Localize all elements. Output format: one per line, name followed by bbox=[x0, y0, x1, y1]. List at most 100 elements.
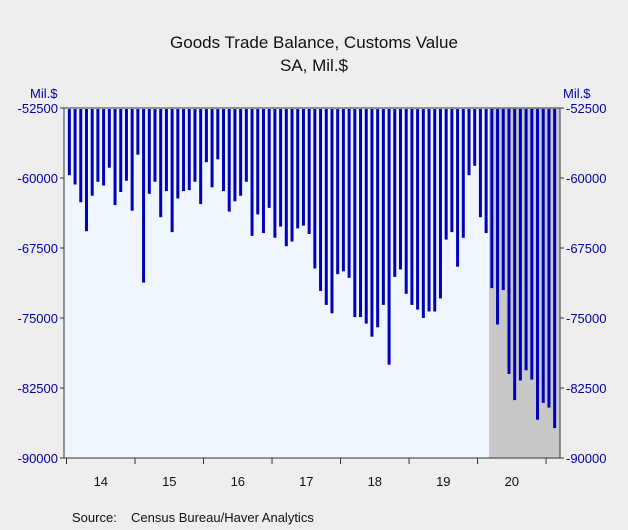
y-unit-left: Mil.$ bbox=[30, 86, 58, 101]
bar bbox=[336, 109, 340, 275]
bar bbox=[484, 109, 488, 234]
bar bbox=[147, 109, 151, 194]
bar bbox=[518, 109, 522, 381]
plot-area bbox=[63, 107, 561, 459]
x-axis: 14 15 16 17 18 19 20 bbox=[66, 458, 547, 489]
bar bbox=[279, 109, 283, 227]
bar bbox=[501, 109, 505, 290]
bar bbox=[433, 109, 437, 312]
bar bbox=[233, 109, 237, 202]
y-tick-label-left: -52500 bbox=[18, 101, 58, 116]
bar bbox=[330, 109, 334, 314]
x-tick-label: 17 bbox=[299, 474, 313, 489]
bar bbox=[416, 109, 420, 310]
chart-title: Goods Trade Balance, Customs Value bbox=[170, 33, 458, 52]
bar bbox=[370, 109, 374, 337]
bar bbox=[507, 109, 511, 374]
bar bbox=[478, 109, 482, 218]
y-tick-label-left: -60000 bbox=[18, 171, 58, 186]
bar bbox=[324, 109, 328, 305]
bar bbox=[473, 109, 477, 166]
bar bbox=[513, 109, 517, 401]
bar bbox=[222, 109, 226, 192]
bar bbox=[541, 109, 545, 403]
bar bbox=[244, 109, 248, 182]
bar bbox=[290, 109, 294, 242]
bar bbox=[73, 109, 77, 185]
x-tick-label: 15 bbox=[162, 474, 176, 489]
bar bbox=[490, 109, 494, 289]
bar bbox=[256, 109, 260, 215]
bar bbox=[284, 109, 288, 247]
x-tick-label: 19 bbox=[436, 474, 450, 489]
bar bbox=[193, 109, 197, 182]
y-unit-right: Mil.$ bbox=[563, 86, 591, 101]
y-tick-label-left: -82500 bbox=[18, 381, 58, 396]
bar bbox=[547, 109, 551, 408]
bar bbox=[210, 109, 214, 188]
bar bbox=[301, 109, 305, 226]
bar bbox=[364, 109, 368, 324]
y-tick-label-right: -75000 bbox=[566, 311, 606, 326]
bar bbox=[393, 109, 397, 277]
bar bbox=[187, 109, 191, 191]
bar bbox=[102, 109, 106, 186]
y-tick-label-left: -90000 bbox=[18, 451, 58, 466]
bar bbox=[359, 109, 363, 318]
bar bbox=[239, 109, 243, 196]
bar bbox=[159, 109, 163, 218]
bar bbox=[107, 109, 111, 168]
bar bbox=[319, 109, 323, 291]
bar bbox=[136, 109, 140, 155]
bar bbox=[444, 109, 448, 240]
bar bbox=[467, 109, 471, 176]
y-tick-label-left: -75000 bbox=[18, 311, 58, 326]
bar bbox=[387, 109, 391, 365]
bar bbox=[96, 109, 100, 182]
bar bbox=[261, 109, 265, 234]
bar bbox=[176, 109, 180, 199]
bar bbox=[313, 109, 317, 269]
bar bbox=[404, 109, 408, 294]
bar bbox=[456, 109, 460, 267]
bar bbox=[296, 109, 300, 229]
bar bbox=[164, 109, 168, 192]
bar bbox=[398, 109, 402, 270]
y-axis: -52500 -52500 -60000 -60000 -67500 -67500 -750… bbox=[18, 101, 607, 466]
bar bbox=[113, 109, 117, 206]
bar bbox=[142, 109, 146, 283]
bar bbox=[182, 109, 186, 192]
source-label: Source: bbox=[72, 510, 117, 525]
x-tick-label: 16 bbox=[231, 474, 245, 489]
bar bbox=[461, 109, 465, 238]
source-text: Census Bureau/Haver Analytics bbox=[131, 510, 314, 525]
bar bbox=[130, 109, 134, 211]
bar bbox=[170, 109, 174, 233]
bar bbox=[553, 109, 557, 429]
bar bbox=[90, 109, 94, 196]
bar bbox=[438, 109, 442, 299]
bar bbox=[153, 109, 157, 182]
bar bbox=[410, 109, 414, 305]
y-tick-label-left: -67500 bbox=[18, 241, 58, 256]
bar bbox=[67, 109, 71, 176]
bar bbox=[450, 109, 454, 233]
bar bbox=[524, 109, 528, 371]
x-tick-label: 18 bbox=[368, 474, 382, 489]
bar bbox=[353, 109, 357, 318]
bar bbox=[227, 109, 231, 212]
bar bbox=[204, 109, 208, 163]
y-tick-label-right: -82500 bbox=[566, 381, 606, 396]
bars-group bbox=[67, 109, 557, 429]
bar bbox=[267, 109, 271, 208]
bar bbox=[79, 109, 83, 203]
plot-frame bbox=[63, 107, 561, 459]
chart-subtitle: SA, Mil.$ bbox=[280, 56, 349, 75]
bar bbox=[496, 109, 500, 325]
bar bbox=[530, 109, 534, 380]
y-tick-label-right: -67500 bbox=[566, 241, 606, 256]
bar bbox=[307, 109, 311, 234]
bar bbox=[341, 109, 345, 272]
bar bbox=[381, 109, 385, 305]
